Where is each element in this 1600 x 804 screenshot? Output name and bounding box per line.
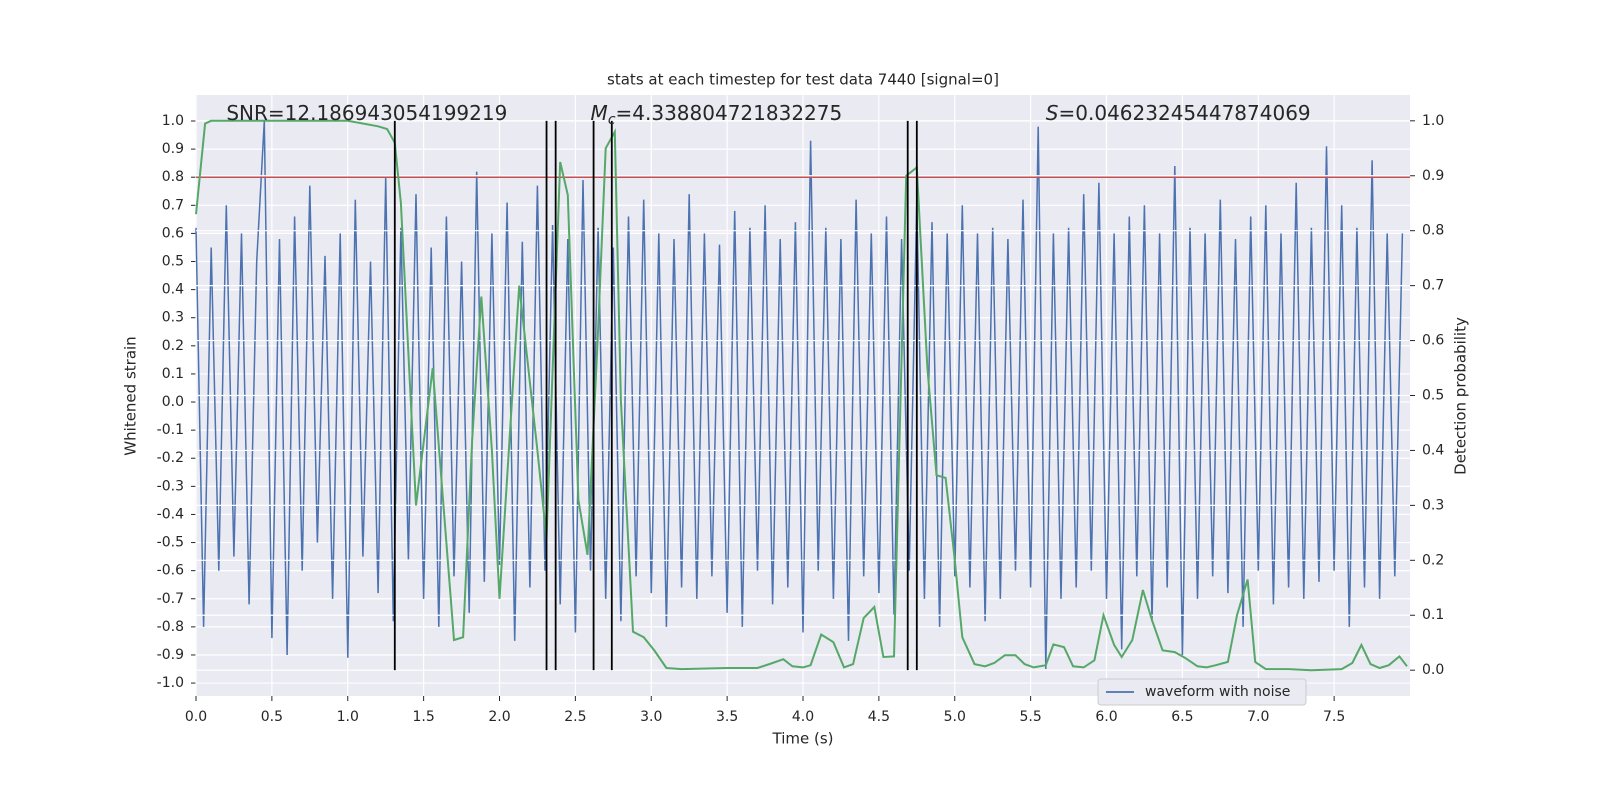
y-tick-label: 0.8: [162, 169, 184, 185]
y-tick-label: 0.4: [162, 282, 184, 298]
annotation-text: =4.338804721832275: [616, 101, 843, 125]
y-tick-label: -0.9: [157, 647, 184, 663]
x-tick-label: 1.0: [337, 709, 359, 725]
x-tick-label: 1.5: [412, 709, 434, 725]
x-tick-label: 4.5: [868, 709, 890, 725]
y-tick-label: -0.8: [157, 619, 184, 635]
series-line: [195, 119, 1408, 672]
annotation: SNR=12.186943054199219: [226, 101, 507, 125]
y2-tick-label: 0.8: [1422, 223, 1444, 239]
x-tick-label: 7.0: [1247, 709, 1269, 725]
y-tick-label: -0.5: [157, 535, 184, 551]
x-tick-label: 3.0: [640, 709, 662, 725]
y2-tick-label: 0.0: [1422, 662, 1444, 678]
y2-tick-label: 0.1: [1422, 607, 1444, 623]
x-tick-label: 6.0: [1095, 709, 1117, 725]
annotation-subscript: c: [608, 112, 616, 128]
annotation-text: =0.04623245447874069: [1059, 101, 1311, 125]
y2-tick-label: 1.0: [1422, 113, 1444, 129]
y2-tick-label: 0.9: [1422, 168, 1444, 184]
y2-axis-label: Detection probability: [1452, 317, 1470, 475]
legend-label: waveform with noise: [1145, 684, 1290, 700]
y-tick-label: 1.0: [162, 113, 184, 129]
y-tick-label: 0.9: [162, 141, 184, 157]
series-line: [195, 120, 1404, 670]
annotation-symbol: M: [591, 101, 608, 125]
y-tick-label: 0.7: [162, 197, 184, 213]
y-tick-label: -1.0: [157, 675, 184, 691]
y-tick-label: -0.6: [157, 563, 184, 579]
y-tick-label: -0.3: [157, 478, 184, 494]
y-tick-label: -0.7: [157, 591, 184, 607]
legend-box: [1097, 678, 1307, 706]
y2-tick-label: 0.7: [1422, 278, 1444, 294]
x-tick-label: 5.0: [944, 709, 966, 725]
y2-tick-label: 0.2: [1422, 552, 1444, 568]
x-axis-label: Time (s): [772, 730, 834, 748]
y-tick-label: 0.1: [162, 366, 184, 382]
x-tick-label: 7.5: [1323, 709, 1345, 725]
annotation-text: SNR=12.186943054199219: [226, 101, 507, 125]
y2-tick-label: 0.6: [1422, 333, 1444, 349]
y2-tick-label: 0.4: [1422, 442, 1444, 458]
annotation: S=0.04623245447874069: [1046, 101, 1311, 125]
x-tick-label: 6.5: [1171, 709, 1193, 725]
y-tick-label: 0.0: [162, 394, 184, 410]
x-tick-label: 3.5: [716, 709, 738, 725]
y2-tick-label: 0.3: [1422, 497, 1444, 513]
y-tick-label: -0.4: [157, 506, 184, 522]
x-tick-label: 5.5: [1019, 709, 1041, 725]
y-tick-label: 0.3: [162, 310, 184, 326]
y-tick-label: -0.1: [157, 422, 184, 438]
x-tick-label: 2.0: [488, 709, 510, 725]
x-tick-label: 4.0: [792, 709, 814, 725]
x-tick-label: 0.0: [185, 709, 207, 725]
chart-title: stats at each timestep for test data 744…: [607, 71, 999, 89]
annotation: Mc=4.338804721832275: [591, 101, 843, 129]
x-tick-label: 0.5: [261, 709, 283, 725]
y-axis-label: Whitened strain: [122, 336, 140, 455]
y-tick-label: -0.2: [157, 450, 184, 466]
y-tick-label: 0.2: [162, 338, 184, 354]
annotation-symbol: S: [1046, 101, 1059, 125]
y2-tick-label: 0.5: [1422, 388, 1444, 404]
y-tick-label: 0.6: [162, 225, 184, 241]
x-tick-label: 2.5: [564, 709, 586, 725]
y-tick-label: 0.5: [162, 254, 184, 270]
